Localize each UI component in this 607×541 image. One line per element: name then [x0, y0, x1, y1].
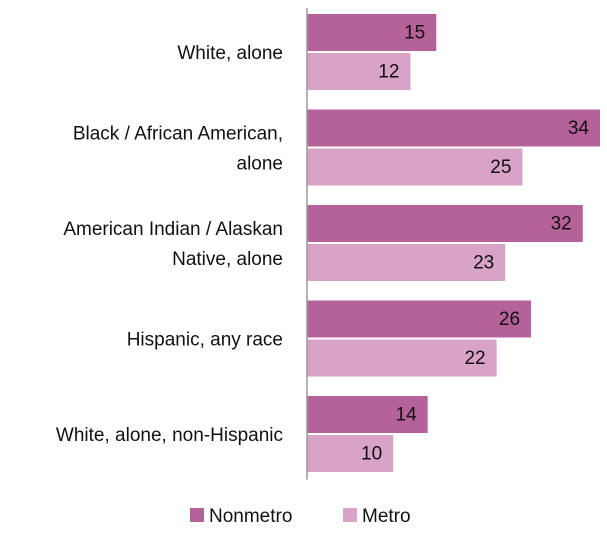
- legend-swatch-nonmetro: [190, 508, 204, 522]
- bar-metro-2: [307, 148, 523, 186]
- bar-nonmetro-3: [307, 205, 583, 242]
- data-label-nonmetro-3: 32: [551, 214, 572, 235]
- bar-nonmetro-1: [307, 14, 437, 51]
- bar-nonmetro-4: [307, 300, 532, 338]
- legend-label-nonmetro: Nonmetro: [209, 506, 292, 527]
- data-label-metro-4: 22: [464, 348, 485, 369]
- category-label-line: White, alone, non-Hispanic: [56, 425, 283, 446]
- category-labels: White, alone Black / African American, alo…: [56, 43, 283, 446]
- bar-nonmetro-2: [307, 109, 600, 147]
- category-label-line: Hispanic, any race: [127, 330, 283, 351]
- legend-label-metro: Metro: [362, 506, 411, 527]
- bar-metro-3: [307, 244, 506, 281]
- data-label-nonmetro-2: 34: [568, 118, 590, 139]
- legend-swatch-metro: [343, 508, 357, 522]
- category-label-line: alone: [237, 154, 284, 175]
- category-label-4: Hispanic, any race: [127, 330, 283, 351]
- data-label-nonmetro-1: 15: [404, 23, 425, 44]
- data-label-nonmetro-4: 26: [499, 309, 520, 330]
- bar-nonmetro-5: [307, 396, 428, 433]
- data-label-metro-3: 23: [473, 253, 494, 274]
- data-label-nonmetro-5: 14: [396, 405, 418, 426]
- data-label-metro-1: 12: [378, 62, 399, 83]
- category-label-5: White, alone, non-Hispanic: [56, 425, 283, 446]
- bar-metro-4: [307, 339, 497, 377]
- bar-metro-1: [307, 53, 411, 90]
- category-label-line: Native, alone: [172, 249, 283, 270]
- category-label-3: American Indian / Alaskan Native, alone: [63, 219, 283, 270]
- bar-metro-5: [307, 435, 394, 472]
- category-label-2: Black / African American, alone: [73, 124, 283, 175]
- data-label-metro-5: 10: [361, 444, 382, 465]
- data-label-metro-2: 25: [490, 157, 511, 178]
- category-label-line: Black / African American,: [73, 124, 283, 145]
- category-label-line: White, alone: [177, 43, 283, 64]
- category-label-1: White, alone: [177, 43, 283, 64]
- legend: Nonmetro Metro: [190, 506, 411, 527]
- category-label-line: American Indian / Alaskan: [63, 219, 283, 240]
